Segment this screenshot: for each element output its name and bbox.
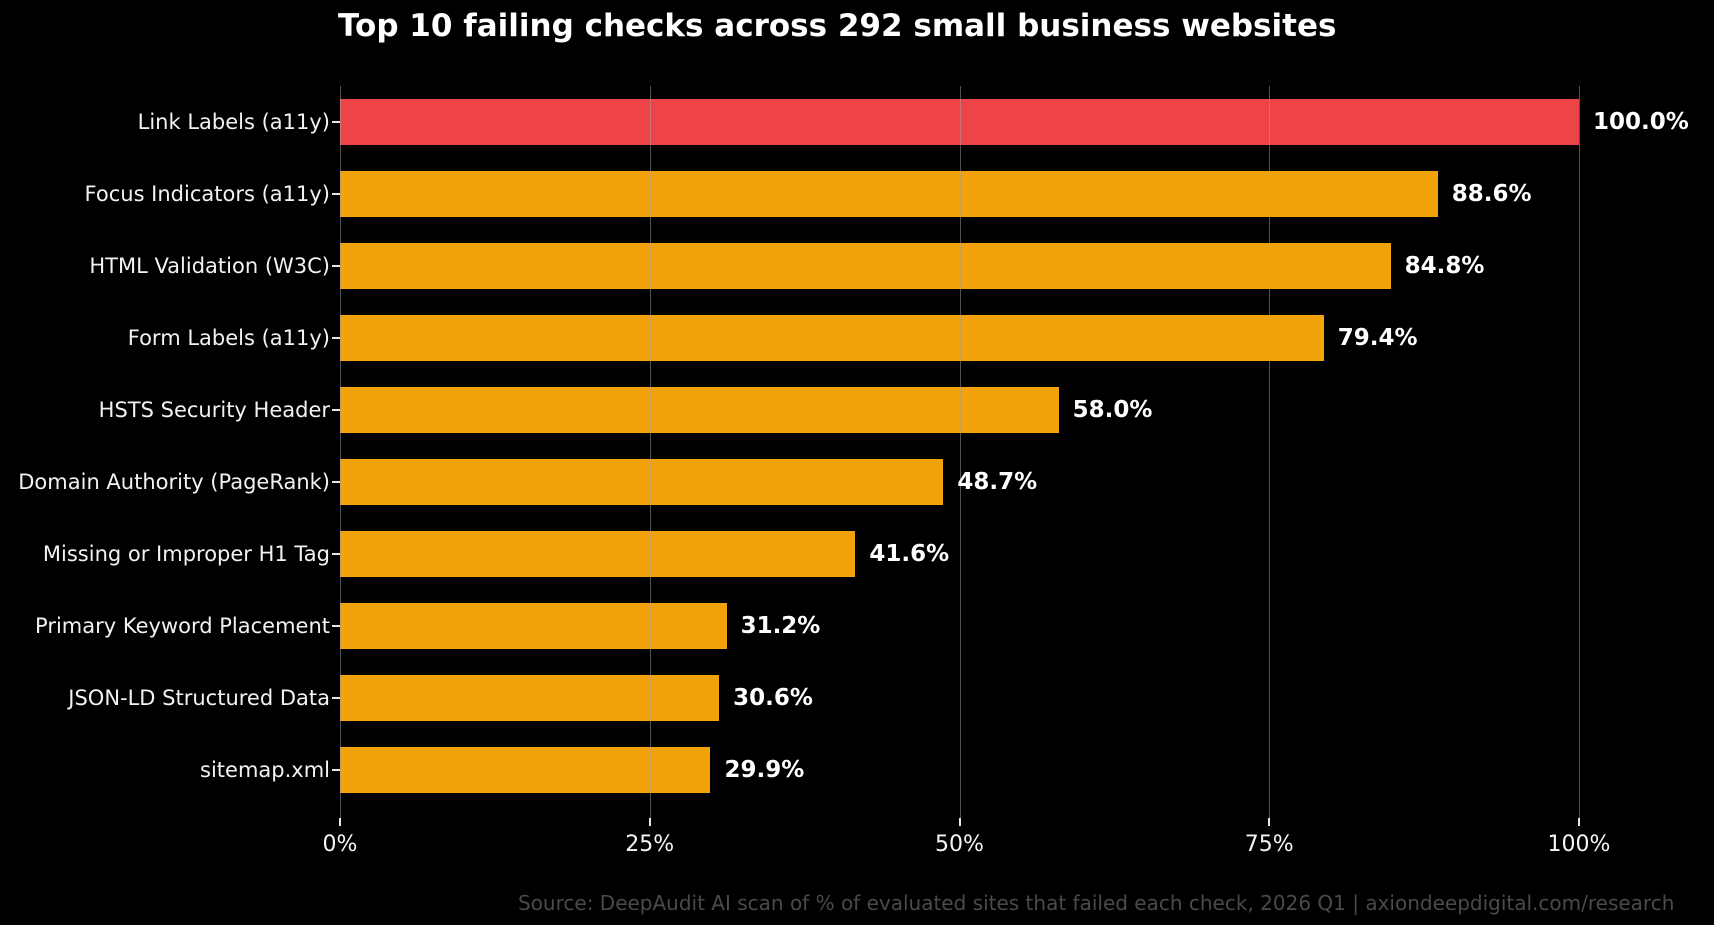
- category-label: Primary Keyword Placement: [35, 614, 330, 638]
- x-tick-label: 0%: [322, 832, 358, 857]
- x-tick-label: 50%: [935, 832, 984, 857]
- x-tick-label: 75%: [1244, 832, 1294, 857]
- value-label: 100.0%: [1593, 109, 1689, 135]
- gridline: [1269, 86, 1271, 818]
- category-label: sitemap.xml: [200, 758, 330, 782]
- bar: [340, 315, 1324, 361]
- x-tick-label: 100%: [1547, 832, 1611, 857]
- value-label: 30.6%: [733, 685, 813, 711]
- category-label: HTML Validation (W3C): [89, 254, 330, 278]
- value-label: 88.6%: [1451, 181, 1532, 207]
- gridline: [649, 86, 651, 818]
- bar: [340, 171, 1438, 217]
- bar: [340, 459, 944, 505]
- x-tick: [648, 818, 651, 826]
- y-tick: [332, 553, 340, 555]
- value-label: 41.6%: [869, 541, 950, 567]
- x-tick: [1268, 818, 1271, 826]
- y-tick: [332, 121, 340, 123]
- gridline: [340, 86, 341, 818]
- gridline: [959, 86, 961, 818]
- value-label: 31.2%: [740, 613, 821, 639]
- value-label: 84.8%: [1404, 253, 1485, 279]
- y-tick: [332, 697, 340, 699]
- y-tick: [332, 769, 340, 771]
- y-tick: [332, 481, 340, 483]
- bar: [340, 243, 1391, 289]
- bar: [340, 531, 856, 577]
- category-label: JSON-LD Structured Data: [68, 686, 330, 710]
- category-label: Form Labels (a11y): [127, 326, 330, 350]
- value-label: 58.0%: [1072, 397, 1153, 423]
- bar: [340, 747, 711, 793]
- y-tick: [332, 193, 340, 195]
- gridline: [1579, 86, 1580, 818]
- category-label: Focus Indicators (a11y): [84, 182, 330, 206]
- y-tick: [332, 337, 340, 339]
- category-label: Link Labels (a11y): [137, 110, 330, 134]
- category-label: Missing or Improper H1 Tag: [42, 542, 330, 566]
- value-label: 48.7%: [957, 469, 1038, 495]
- x-tick: [958, 818, 961, 826]
- category-label: Domain Authority (PageRank): [18, 470, 330, 494]
- category-label: HSTS Security Header: [98, 398, 330, 422]
- y-tick: [332, 409, 340, 411]
- value-label: 29.9%: [724, 757, 805, 783]
- chart-title: Top 10 failing checks across 292 small b…: [338, 8, 1337, 44]
- x-tick: [1578, 818, 1580, 826]
- x-tick-label: 25%: [625, 832, 675, 857]
- y-tick: [332, 625, 340, 627]
- bar: [340, 603, 727, 649]
- source-note: Source: DeepAudit AI scan of % of evalua…: [518, 891, 1675, 915]
- bar: [340, 675, 720, 721]
- bar: [340, 387, 1059, 433]
- x-tick: [339, 818, 341, 826]
- y-tick: [332, 265, 340, 267]
- value-label: 79.4%: [1337, 325, 1418, 351]
